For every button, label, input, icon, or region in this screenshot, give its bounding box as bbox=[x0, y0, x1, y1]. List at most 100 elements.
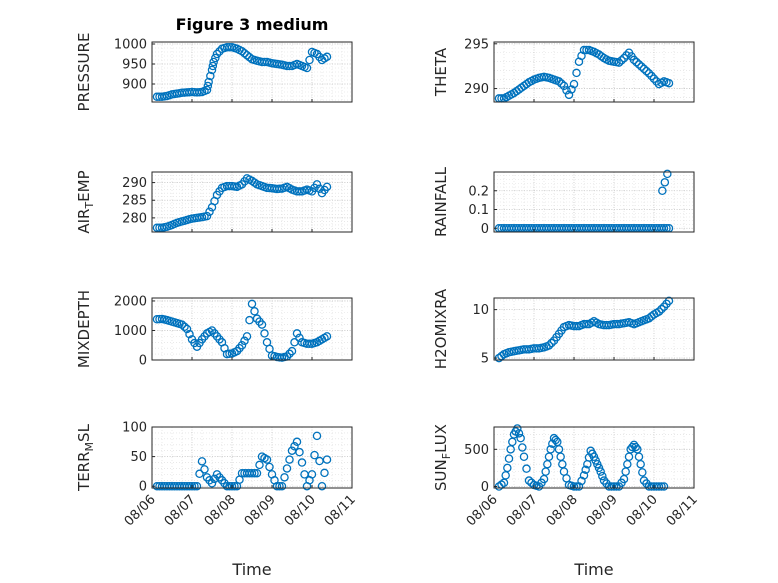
data-point bbox=[614, 58, 624, 67]
data-point bbox=[295, 333, 304, 343]
minor-grid bbox=[494, 171, 694, 233]
axes-box bbox=[151, 297, 353, 361]
x-axis-label-right: Time bbox=[573, 560, 613, 579]
data-point bbox=[265, 462, 274, 472]
data-point bbox=[275, 481, 284, 491]
data-point bbox=[295, 187, 304, 196]
subplot-rainfall: 0 0.1 0.2 RAINFALL bbox=[432, 166, 695, 237]
data-point bbox=[250, 468, 259, 478]
data-point bbox=[177, 320, 187, 329]
x-tick-label: 08/06 bbox=[122, 492, 159, 529]
data-point bbox=[297, 458, 307, 467]
axes-box bbox=[493, 297, 695, 361]
data-point bbox=[204, 77, 213, 87]
y-tick-label: 2000 bbox=[114, 294, 147, 309]
data-point bbox=[322, 182, 332, 192]
data-point bbox=[664, 296, 674, 306]
data-point bbox=[544, 341, 554, 350]
data-point bbox=[658, 186, 667, 195]
y-axis-label: THETA bbox=[432, 47, 450, 97]
axes-box bbox=[151, 41, 353, 103]
data-point bbox=[322, 52, 332, 62]
data-point bbox=[557, 79, 566, 88]
data-points bbox=[494, 45, 674, 103]
data-point bbox=[292, 437, 302, 447]
x-tick-label: 08/06 bbox=[464, 492, 501, 529]
data-point bbox=[230, 481, 239, 491]
data-point bbox=[582, 45, 591, 55]
y-axis-label: SUNFLUX bbox=[432, 424, 453, 491]
data-point bbox=[609, 482, 619, 491]
data-point bbox=[546, 445, 555, 454]
data-point bbox=[182, 324, 192, 334]
data-point bbox=[547, 338, 556, 348]
data-point bbox=[559, 81, 569, 91]
x-tick-label: 08/09 bbox=[584, 492, 621, 529]
y-tick-label: 100 bbox=[122, 421, 147, 436]
data-point bbox=[632, 57, 641, 67]
data-point bbox=[185, 329, 194, 339]
y-axis-label: H2OMIXRA bbox=[432, 288, 450, 369]
data-point bbox=[307, 470, 317, 479]
data-point bbox=[312, 180, 322, 189]
data-point bbox=[250, 307, 259, 316]
data-point bbox=[659, 482, 669, 491]
x-tick-label: 08/11 bbox=[664, 492, 701, 529]
minor-grid bbox=[152, 42, 352, 102]
data-point bbox=[202, 85, 212, 95]
data-point bbox=[642, 66, 651, 76]
subplot-terr-msl: 0 50 100 08/06 08/07 08/08 08/09 08/10 08/11 TERR… bbox=[75, 421, 359, 530]
data-point bbox=[206, 71, 215, 81]
data-points bbox=[152, 42, 332, 102]
data-point bbox=[242, 332, 252, 341]
y-tick-label: 5 bbox=[481, 352, 489, 367]
x-tick-label: 08/10 bbox=[624, 492, 661, 529]
data-point bbox=[322, 455, 332, 464]
y-tick-label: 0.2 bbox=[468, 184, 489, 199]
data-point bbox=[197, 457, 207, 466]
data-point bbox=[282, 464, 292, 473]
y-axis-label: AIRTEMP bbox=[75, 170, 96, 233]
data-point bbox=[516, 433, 525, 443]
data-point bbox=[285, 61, 294, 71]
axes-box bbox=[151, 426, 353, 489]
data-point bbox=[564, 90, 574, 100]
data-point bbox=[277, 481, 287, 491]
data-point bbox=[572, 321, 581, 331]
data-point bbox=[302, 63, 312, 73]
x-tick-label: 08/08 bbox=[544, 492, 581, 529]
data-point bbox=[315, 184, 324, 194]
data-point bbox=[207, 479, 217, 488]
data-point bbox=[272, 481, 282, 491]
subplot-h2omixra: 5 10 H2OMIXRA bbox=[432, 288, 695, 369]
data-point bbox=[260, 329, 269, 338]
subplot-air-temp: 280 285 290 AIRTEMP bbox=[75, 170, 353, 234]
y-tick-label: 500 bbox=[464, 443, 489, 458]
data-points bbox=[152, 431, 332, 491]
data-point bbox=[581, 465, 590, 475]
y-axis-label: TERRMSL bbox=[75, 423, 96, 492]
data-point bbox=[636, 459, 645, 469]
data-point bbox=[202, 211, 212, 221]
data-point bbox=[522, 464, 531, 473]
data-point bbox=[664, 78, 674, 88]
data-point bbox=[519, 452, 529, 462]
axes-box bbox=[493, 171, 695, 233]
data-point bbox=[305, 55, 314, 65]
data-point bbox=[240, 336, 249, 346]
y-tick-label: 0.1 bbox=[468, 203, 489, 218]
x-axis-label-left: Time bbox=[231, 560, 271, 579]
data-point bbox=[250, 178, 259, 187]
data-point bbox=[567, 85, 576, 94]
data-point bbox=[320, 468, 329, 478]
data-point bbox=[200, 465, 209, 474]
data-point bbox=[322, 332, 332, 341]
y-tick-label: 295 bbox=[464, 37, 489, 52]
data-point bbox=[317, 481, 327, 491]
data-point bbox=[247, 299, 257, 309]
axes-box bbox=[493, 426, 695, 489]
data-point bbox=[290, 441, 299, 451]
data-point bbox=[569, 79, 579, 89]
